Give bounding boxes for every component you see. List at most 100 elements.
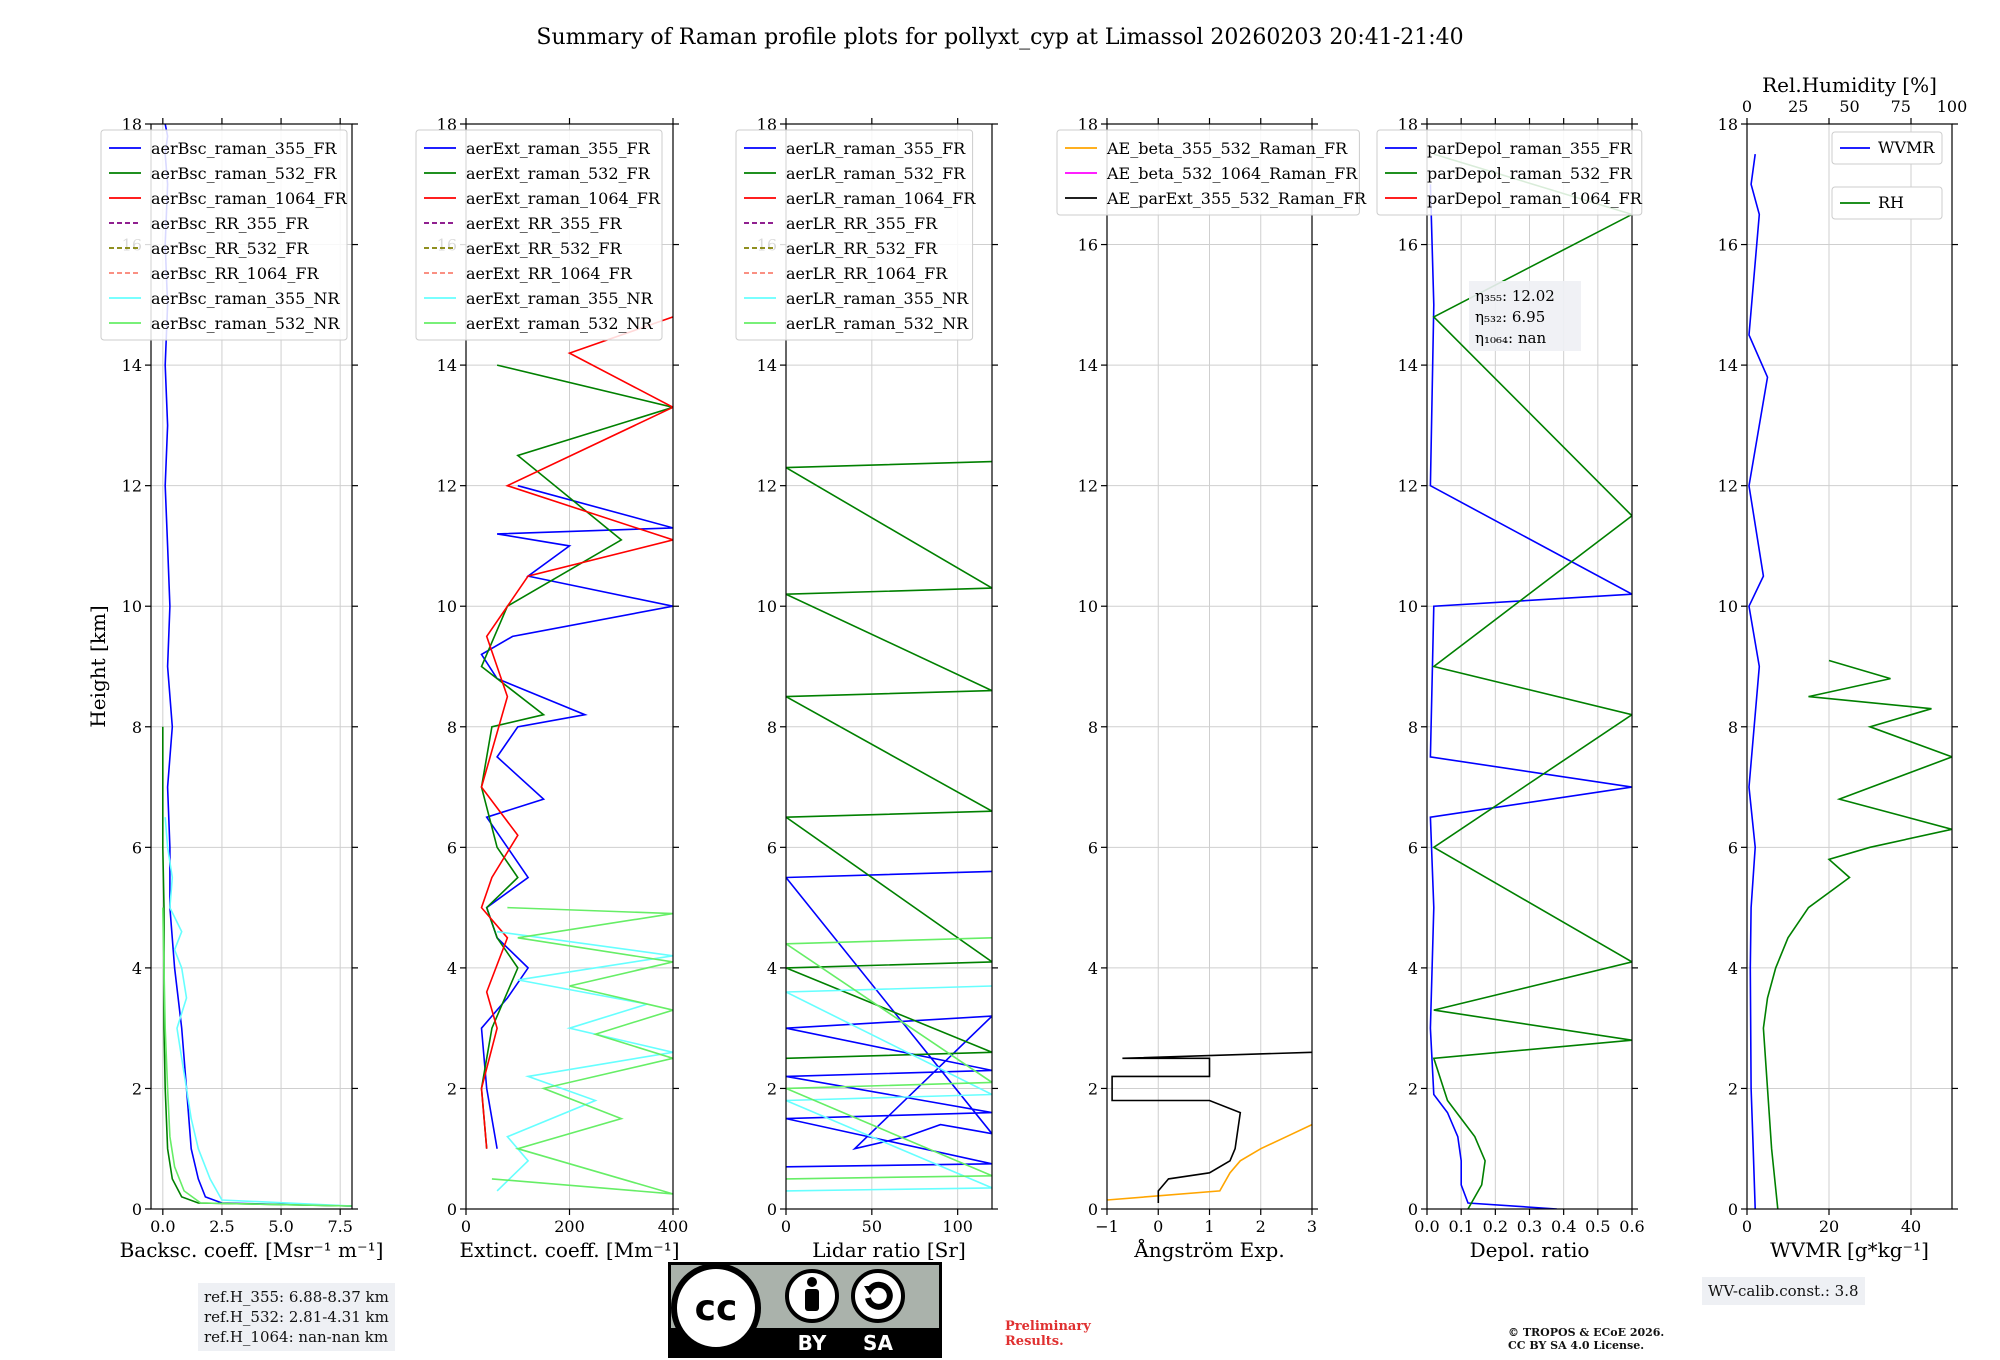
legend-box <box>100 129 348 341</box>
y-tick-label: 4 <box>1088 959 1098 978</box>
x-tick-label: 50 <box>862 1217 882 1236</box>
y-tick-label: 18 <box>1398 115 1418 134</box>
legend-box <box>1831 131 1943 165</box>
y-tick-label: 8 <box>1728 718 1738 737</box>
y-tick-label: 0 <box>132 1200 142 1219</box>
series-group <box>1748 153 1952 1209</box>
x-tick-label: 0.0 <box>150 1217 175 1236</box>
series-line-parDepol_raman_532_FR <box>1431 153 1632 1209</box>
y-tick-label: 0 <box>1408 1200 1418 1219</box>
x2-tick-label: 50 <box>1839 97 1859 116</box>
series-line-AE_beta_355_532_Raman_FR <box>1107 1123 1312 1201</box>
legend-entry: AE_parExt_355_532_Raman_FR <box>1106 189 1367 208</box>
x-tick-label: 5.0 <box>268 1217 293 1236</box>
y-tick-label: 10 <box>437 597 457 616</box>
y-tick-label: 14 <box>757 356 777 375</box>
y-tick-label: 8 <box>447 718 457 737</box>
legend-entry: AE_beta_355_532_Raman_FR <box>1106 139 1348 158</box>
copyright-note: © TROPOS & ECoE 2026. CC BY SA 4.0 Licen… <box>1508 1326 1664 1352</box>
wv-calib-box: WV-calib.const.: 3.8 <box>1702 1277 1865 1305</box>
legend-box <box>735 129 974 341</box>
share-alike-arrowhead-icon <box>864 1286 876 1295</box>
ref-height-532: ref.H_532: 2.81-4.31 km <box>204 1308 389 1326</box>
series-group <box>1429 153 1632 1209</box>
y-tick-label: 2 <box>767 1079 777 1098</box>
legend-entry: WVMR <box>1878 138 1935 157</box>
eta-label: η₅₃₂: 6.95 <box>1475 308 1545 326</box>
preliminary-line-1: Preliminary <box>1005 1319 1091 1334</box>
eta-box <box>1469 281 1581 351</box>
legend-box <box>1376 129 1643 216</box>
x-tick-label: 0.1 <box>1448 1217 1473 1236</box>
x-tick-label: 2.5 <box>209 1217 234 1236</box>
person-head-icon <box>807 1277 817 1287</box>
y-tick-label: 14 <box>1078 356 1098 375</box>
y-tick-label: 8 <box>1408 718 1418 737</box>
legend-entry: aerExt_raman_532_FR <box>466 164 651 183</box>
y-tick-label: 4 <box>1408 959 1418 978</box>
y-tick-label: 10 <box>122 597 142 616</box>
panel-bsc: 0.02.55.07.5024681012141618Backsc. coeff… <box>86 115 383 1262</box>
y-tick-label: 4 <box>1728 959 1738 978</box>
y-tick-label: 2 <box>447 1079 457 1098</box>
x-axis-label: Lidar ratio [Sr] <box>812 1238 966 1262</box>
legend-entry: aerExt_raman_355_NR <box>466 289 654 308</box>
series-line-aerExt_raman_355_FR <box>480 484 673 1149</box>
y-tick-label: 14 <box>1398 356 1418 375</box>
legend-entry: aerBsc_raman_1064_FR <box>151 189 348 208</box>
legend-entry: parDepol_raman_355_FR <box>1427 139 1633 158</box>
legend-entry: aerExt_RR_532_FR <box>466 239 623 258</box>
y-tick-label: 6 <box>447 838 457 857</box>
x-tick-label: 0.0 <box>1414 1217 1439 1236</box>
y-tick-label: 14 <box>1718 356 1738 375</box>
series-line-aerExt_raman_1064_FR <box>480 316 673 1149</box>
y-tick-label: 16 <box>1398 236 1418 255</box>
y-tick-label: 18 <box>437 115 457 134</box>
series-line-RH <box>1762 659 1952 1209</box>
legend-entry: aerExt_RR_355_FR <box>466 214 623 233</box>
x-tick-label: 3 <box>1307 1217 1317 1236</box>
y-tick-label: 10 <box>1718 597 1738 616</box>
y-tick-label: 12 <box>122 477 142 496</box>
y-tick-label: 8 <box>132 718 142 737</box>
wv-calib-const: WV-calib.const.: 3.8 <box>1708 1282 1859 1300</box>
legend-entry: AE_beta_532_1064_Raman_FR <box>1106 164 1358 183</box>
panel-dep: 0.0 0.1 0.2 0.3 0.4 0.5 0.6 0 2 4 6 8 10 12 14 16 18 Depo… <box>1376 115 1645 1262</box>
x-axis-label: Backsc. coeff. [Msr⁻¹ m⁻¹] <box>120 1238 384 1262</box>
y-tick-label: 12 <box>437 477 457 496</box>
y-tick-label: 6 <box>1728 838 1738 857</box>
legend-box <box>1056 129 1360 216</box>
ref-height-1064: ref.H_1064: nan-nan km <box>204 1328 389 1346</box>
legend-entry: aerLR_raman_532_NR <box>786 314 969 333</box>
y-tick-label: 0 <box>447 1200 457 1219</box>
x-axis-label: Depol. ratio <box>1470 1238 1590 1262</box>
y-tick-label: 6 <box>1088 838 1098 857</box>
panels: 0.02.55.07.5024681012141618Backsc. coeff… <box>86 73 1967 1262</box>
y-tick-label: 2 <box>132 1079 142 1098</box>
series-line-aerExt_raman_355_NR <box>496 930 673 1192</box>
y-tick-label: 16 <box>1718 236 1738 255</box>
y-tick-label: 2 <box>1728 1079 1738 1098</box>
legend-entry: parDepol_raman_532_FR <box>1427 164 1633 183</box>
y-tick-label: 10 <box>1078 597 1098 616</box>
y-tick-label: 18 <box>122 115 142 134</box>
axes-frame <box>785 123 993 1210</box>
ref-height-355: ref.H_355: 6.88-8.37 km <box>204 1288 389 1306</box>
sa-label: SA <box>863 1331 893 1355</box>
y-axis-label: Height [km] <box>86 605 110 727</box>
x-axis-label: Ångström Exp. <box>1133 1237 1284 1262</box>
y-tick-label: 12 <box>757 477 777 496</box>
series-group <box>786 460 992 1192</box>
y-tick-label: 10 <box>757 597 777 616</box>
legend-entry: parDepol_raman_1064_FR <box>1427 189 1643 208</box>
x-tick-label: 0.3 <box>1517 1217 1542 1236</box>
legend-entry: aerBsc_raman_355_NR <box>151 289 340 308</box>
x-tick-label: 20 <box>1819 1217 1839 1236</box>
preliminary-note: Preliminary Results. <box>1005 1319 1091 1349</box>
x-tick-label: 2 <box>1256 1217 1266 1236</box>
panel-lr: 050100024681012141618Lidar ratio [Sr]aer… <box>735 115 998 1262</box>
legend-entry: aerExt_raman_1064_FR <box>466 189 661 208</box>
series-line-AE_parExt_355_532_Raman_FR <box>1111 1051 1312 1203</box>
